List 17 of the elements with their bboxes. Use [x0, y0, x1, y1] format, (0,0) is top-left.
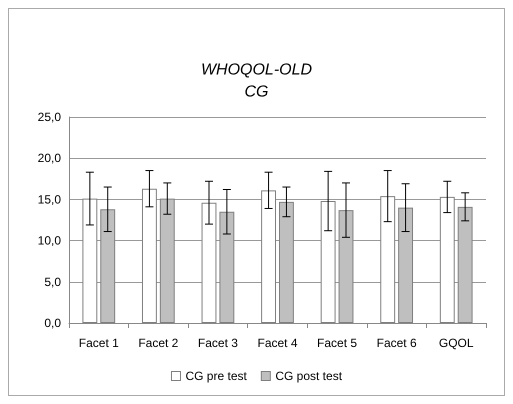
x-tick-label: Facet 1: [78, 336, 120, 350]
y-tick-label: 20,0: [38, 151, 62, 166]
chart-title: WHOQOL-OLD: [200, 62, 312, 78]
y-tick-label: 10,0: [38, 234, 62, 248]
x-tick-label: Facet 6: [376, 336, 417, 350]
x-tick-label: Facet 5: [317, 336, 358, 350]
chart-subtitle: CG: [244, 84, 268, 100]
y-tick-label: 0,0: [44, 316, 62, 330]
x-tick-label: Facet 3: [198, 336, 238, 350]
x-tick-label: Facet 2: [138, 336, 179, 350]
y-tick-label: 25,0: [38, 110, 62, 124]
x-tick-label: GQOL: [438, 336, 474, 350]
y-tick-label: 15,0: [38, 192, 62, 206]
legend-label: CG pre test: [185, 369, 248, 383]
x-tick-label: Facet 4: [257, 336, 298, 350]
y-tick-label: 5,0: [44, 274, 62, 289]
legend-label: CG post test: [275, 369, 343, 383]
